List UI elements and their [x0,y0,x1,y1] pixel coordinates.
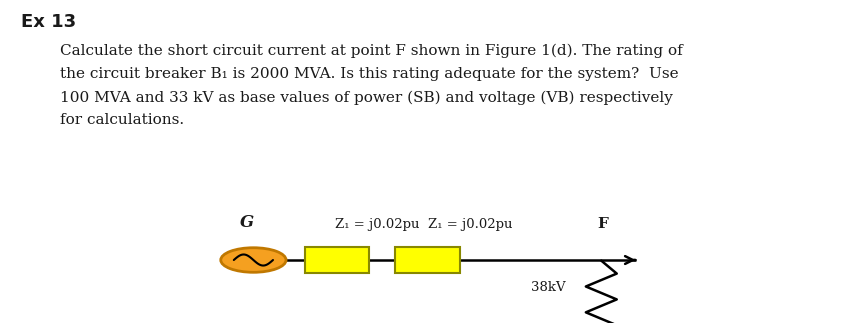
Text: the circuit breaker B₁ is 2000 MVA. Is this rating adequate for the system?  Use: the circuit breaker B₁ is 2000 MVA. Is t… [60,67,679,81]
Text: Z₁ = j0.02pu: Z₁ = j0.02pu [428,218,512,231]
Text: 38kV: 38kV [531,281,565,294]
Text: for calculations.: for calculations. [60,113,184,127]
Text: G: G [241,214,254,231]
Circle shape [221,248,286,272]
Text: Calculate the short circuit current at point F shown in Figure 1(d). The rating : Calculate the short circuit current at p… [60,44,683,58]
Text: 100 MVA and 33 kV as base values of power (SB) and voltage (VB) respectively: 100 MVA and 33 kV as base values of powe… [60,90,673,105]
FancyBboxPatch shape [305,247,369,273]
FancyBboxPatch shape [395,247,460,273]
Text: F: F [597,217,608,231]
Text: Z₁ = j0.02pu: Z₁ = j0.02pu [335,218,419,231]
Text: Ex 13: Ex 13 [21,13,76,31]
